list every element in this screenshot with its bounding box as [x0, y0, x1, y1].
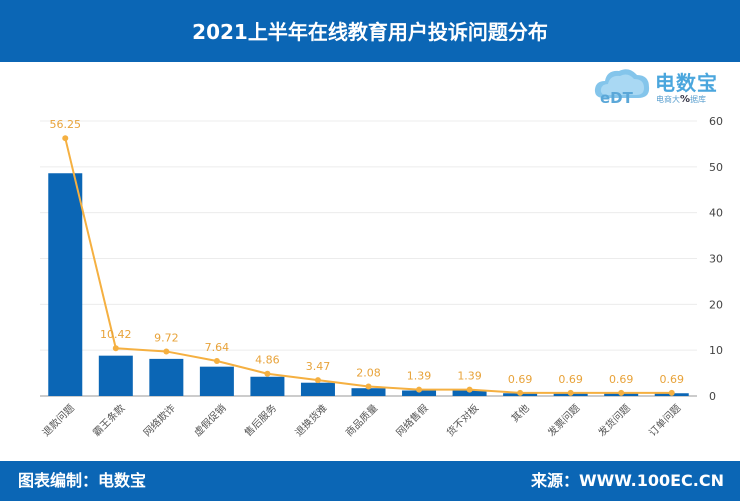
chart-area: 0 10 20 30 40 50 60 56.25 10.42 9.72 7.64 4.86 3.47 2… — [39, 115, 723, 439]
y-tick-label: 30 — [709, 253, 723, 266]
bar — [98, 355, 133, 396]
x-tick-label: 货不对板 — [444, 401, 481, 438]
data-label: 0.69 — [558, 373, 583, 386]
brand-tagline: 电商大%据库 — [656, 94, 706, 105]
line-point — [517, 389, 524, 396]
bar — [300, 382, 335, 396]
data-label: 9.72 — [154, 331, 179, 344]
footer-credit: 图表编制：电数宝 — [18, 471, 147, 490]
footer-bar: 图表编制：电数宝 来源：WWW.100EC.CN — [0, 461, 740, 501]
x-tick-label: 退换货难 — [292, 401, 329, 438]
bar — [452, 390, 487, 396]
header-bar: 2021上半年在线教育用户投诉问题分布 — [0, 0, 740, 62]
bar — [48, 173, 83, 396]
line-point — [416, 386, 423, 393]
svg-text:eDT: eDT — [600, 89, 634, 106]
x-tick-label: 售后服务 — [242, 401, 279, 438]
data-label: 4.86 — [255, 354, 280, 367]
x-tick-label: 发货问题 — [595, 401, 632, 438]
x-tick-label: 虚假促销 — [191, 401, 228, 438]
data-label: 0.69 — [659, 373, 684, 386]
x-tick-label: 其他 — [508, 401, 531, 424]
y-tick-label: 20 — [709, 298, 723, 311]
data-label: 1.39 — [457, 370, 482, 383]
bar — [250, 376, 285, 396]
y-tick-label: 50 — [709, 161, 723, 174]
data-label: 56.25 — [50, 118, 82, 131]
line-point — [567, 389, 574, 396]
x-tick-label: 商品质量 — [343, 401, 380, 438]
x-tick-label: 订单问题 — [646, 401, 683, 438]
line-point — [163, 348, 170, 355]
chart-title: 2021上半年在线教育用户投诉问题分布 — [192, 20, 548, 44]
y-tick-label: 40 — [709, 207, 723, 220]
data-label: 10.42 — [100, 328, 132, 341]
series-line — [64, 137, 672, 394]
data-label: 0.69 — [609, 373, 634, 386]
line-point — [668, 389, 675, 396]
line-point — [213, 357, 220, 364]
data-label: 0.69 — [508, 373, 533, 386]
x-tick-label: 退款问题 — [39, 401, 76, 438]
y-tick-label: 10 — [709, 344, 723, 357]
cloud-logo-icon: eDT — [594, 69, 650, 107]
data-label: 3.47 — [306, 360, 331, 373]
data-label: 2.08 — [356, 366, 381, 379]
x-tick-label: 网络售假 — [393, 401, 430, 438]
bar — [199, 366, 234, 396]
data-label: 7.64 — [205, 341, 230, 354]
x-tick-label: 霸王条款 — [90, 401, 127, 438]
tagline-mid: % — [680, 94, 691, 105]
bar — [351, 388, 386, 396]
brand-name: 电数宝 — [655, 71, 718, 95]
y-tick-label: 0 — [709, 390, 716, 403]
bar — [149, 358, 184, 396]
line-point — [62, 135, 69, 142]
tagline-post: 据库 — [690, 95, 707, 104]
x-tick-label: 发票问题 — [545, 401, 582, 438]
tagline-pre: 电商大 — [656, 95, 680, 104]
line-point — [264, 370, 271, 377]
line-point — [365, 383, 372, 390]
line-point — [618, 389, 625, 396]
x-tick-label: 网络欺诈 — [141, 401, 178, 438]
data-label: 1.39 — [407, 370, 432, 383]
line-point — [466, 386, 473, 393]
bar — [402, 390, 437, 396]
line-point — [112, 345, 119, 352]
y-tick-label: 60 — [709, 115, 723, 128]
brand-logo: eDT 电数宝 电商大%据库 — [592, 62, 732, 107]
line-point — [314, 377, 321, 384]
footer-source: 来源：WWW.100EC.CN — [530, 471, 724, 490]
